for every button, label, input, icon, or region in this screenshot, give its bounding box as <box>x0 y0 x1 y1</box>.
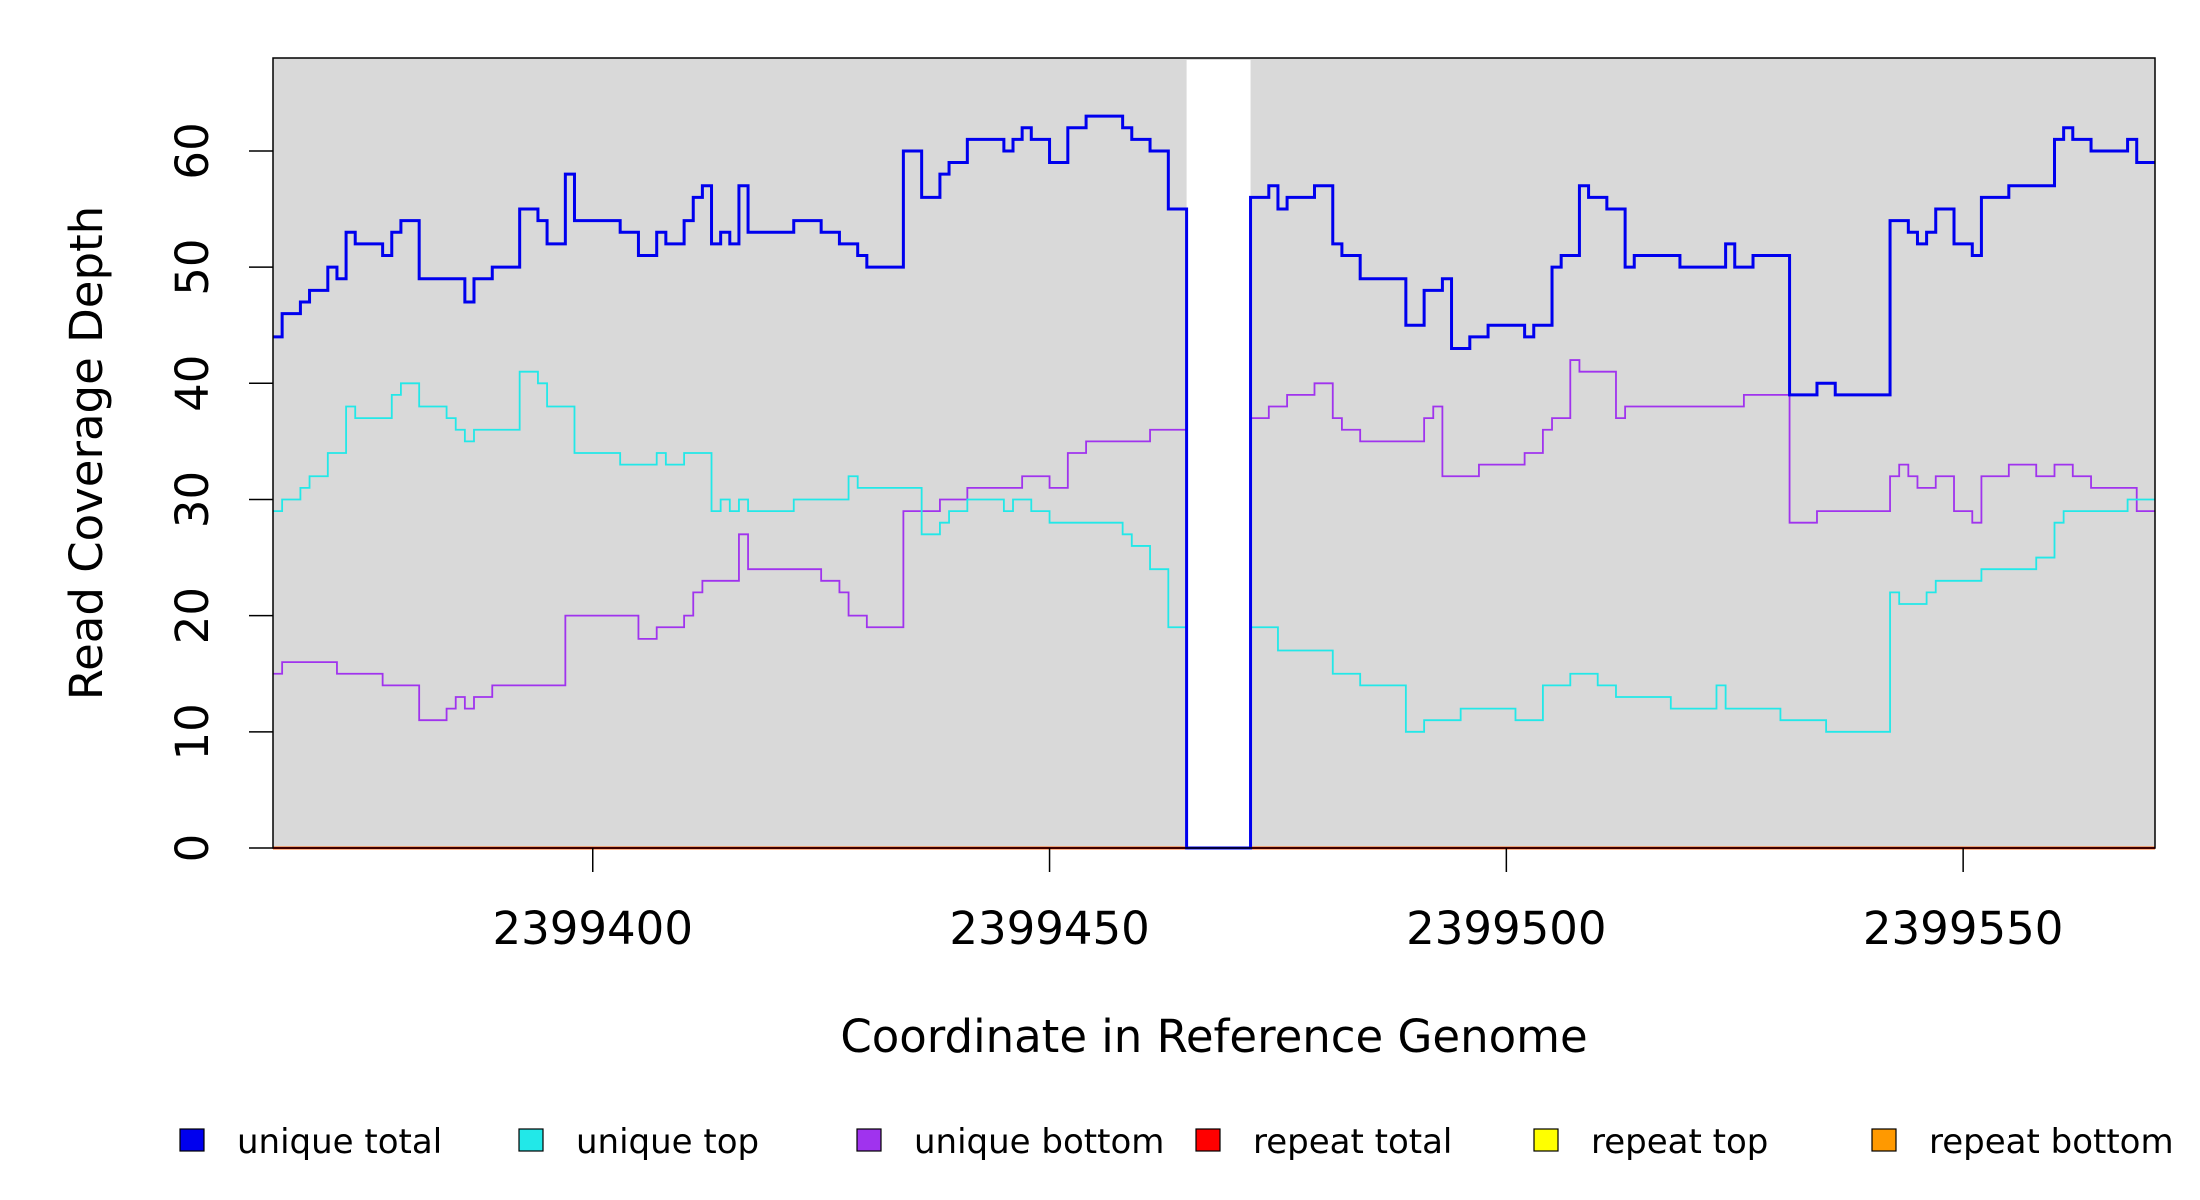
x-tick-label: 2399550 <box>1863 902 2063 955</box>
legend-label-repeat-bottom: repeat bottom <box>1929 1122 2174 1162</box>
x-tick-label: 2399500 <box>1406 902 1606 955</box>
x-axis-title: Coordinate in Reference Genome <box>840 1010 1587 1063</box>
y-axis: 0 10 20 30 40 50 60 <box>166 122 273 862</box>
x-tick-label: 2399400 <box>493 902 693 955</box>
legend: unique total unique top unique bottom repea… <box>179 1122 2174 1162</box>
series-line-unique-bottom <box>273 359 2155 849</box>
legend-label-unique-top: unique top <box>576 1122 759 1162</box>
y-axis-title: Read Coverage Depth <box>60 206 113 700</box>
legend-swatch-unique-top <box>518 1128 544 1152</box>
y-tick-label: 60 <box>166 122 219 179</box>
series-line-unique-total <box>273 114 2155 850</box>
series-line-unique-top <box>273 370 2155 849</box>
legend-swatch-repeat-top <box>1533 1128 1559 1152</box>
y-tick-label: 10 <box>166 703 219 760</box>
plot-frame <box>272 57 2156 849</box>
legend-label-unique-bottom: unique bottom <box>914 1122 1164 1162</box>
y-tick-label: 0 <box>166 834 219 863</box>
x-tick-label: 2399450 <box>949 902 1149 955</box>
legend-swatch-unique-bottom <box>856 1128 882 1152</box>
x-axis: 2399400 2399450 2399500 2399550 <box>493 848 2063 955</box>
y-tick-label: 20 <box>166 587 219 644</box>
legend-label-unique-total: unique total <box>237 1122 442 1162</box>
y-tick-label: 30 <box>166 471 219 528</box>
coverage-gap <box>1186 60 1251 848</box>
legend-swatch-unique-total <box>179 1128 205 1152</box>
y-tick-label: 40 <box>166 355 219 412</box>
legend-swatch-repeat-bottom <box>1871 1128 1897 1152</box>
legend-label-repeat-total: repeat total <box>1253 1122 1452 1162</box>
legend-swatch-repeat-total <box>1195 1128 1221 1152</box>
y-tick-label: 50 <box>166 238 219 295</box>
legend-label-repeat-top: repeat top <box>1591 1122 1768 1162</box>
